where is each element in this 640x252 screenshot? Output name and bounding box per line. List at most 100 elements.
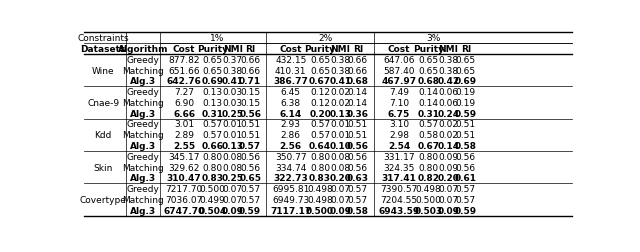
Text: 0.66: 0.66 [202, 141, 223, 150]
Text: 0.498: 0.498 [307, 195, 333, 204]
Text: 386.77: 386.77 [273, 77, 308, 86]
Text: 0.57: 0.57 [202, 120, 223, 129]
Text: 2.54: 2.54 [388, 141, 410, 150]
Text: Alg.3: Alg.3 [130, 141, 156, 150]
Text: 0.57: 0.57 [418, 120, 438, 129]
Text: 0.15: 0.15 [240, 88, 260, 97]
Text: 0.38: 0.38 [438, 66, 459, 75]
Text: 0.65: 0.65 [202, 66, 223, 75]
Text: 0.07: 0.07 [223, 184, 243, 193]
Text: Matching: Matching [122, 99, 164, 107]
Text: 6.38: 6.38 [281, 99, 301, 107]
Text: 0.08: 0.08 [223, 152, 243, 161]
Text: 0.38: 0.38 [223, 66, 243, 75]
Text: Matching: Matching [122, 66, 164, 75]
Text: 345.17: 345.17 [168, 152, 200, 161]
Text: 0.02: 0.02 [330, 99, 351, 107]
Text: 0.01: 0.01 [330, 120, 351, 129]
Text: 0.68: 0.68 [417, 77, 439, 86]
Text: 0.09: 0.09 [438, 163, 459, 172]
Text: 0.51: 0.51 [348, 120, 368, 129]
Text: 0.19: 0.19 [456, 88, 476, 97]
Text: 0.20: 0.20 [330, 174, 351, 183]
Text: 2.55: 2.55 [173, 141, 195, 150]
Text: 877.82: 877.82 [168, 55, 200, 65]
Text: 0.57: 0.57 [456, 184, 476, 193]
Text: 0.07: 0.07 [330, 184, 351, 193]
Text: 0.499: 0.499 [200, 195, 225, 204]
Text: 7036.07: 7036.07 [166, 195, 203, 204]
Text: 0.69: 0.69 [455, 77, 477, 86]
Text: 2.56: 2.56 [280, 141, 302, 150]
Text: NMI: NMI [438, 45, 458, 54]
Text: 0.41: 0.41 [221, 77, 244, 86]
Text: 3%: 3% [426, 34, 440, 43]
Text: 0.31: 0.31 [202, 109, 223, 118]
Text: 0.503: 0.503 [414, 206, 442, 215]
Text: Cost: Cost [388, 45, 410, 54]
Text: 329.62: 329.62 [168, 163, 200, 172]
Text: Alg.3: Alg.3 [130, 206, 156, 215]
Text: 6.75: 6.75 [388, 109, 410, 118]
Text: 2.89: 2.89 [174, 131, 194, 140]
Text: 0.64: 0.64 [309, 141, 331, 150]
Text: Constraints: Constraints [77, 34, 129, 43]
Text: 0.66: 0.66 [348, 55, 368, 65]
Text: 0.59: 0.59 [455, 109, 477, 118]
Text: 0.57: 0.57 [348, 195, 368, 204]
Text: 0.57: 0.57 [310, 120, 330, 129]
Text: 0.14: 0.14 [348, 88, 368, 97]
Text: Matching: Matching [122, 131, 164, 140]
Text: Alg.3: Alg.3 [130, 109, 156, 118]
Text: 0.09: 0.09 [438, 152, 459, 161]
Text: 0.56: 0.56 [456, 152, 476, 161]
Text: 0.06: 0.06 [438, 99, 459, 107]
Text: 0.67: 0.67 [309, 77, 331, 86]
Text: 0.57: 0.57 [456, 195, 476, 204]
Text: 0.09: 0.09 [222, 206, 244, 215]
Text: NMI: NMI [330, 45, 351, 54]
Text: Cnae-9: Cnae-9 [87, 99, 120, 107]
Text: 2.98: 2.98 [389, 131, 409, 140]
Text: 0.66: 0.66 [348, 66, 368, 75]
Text: 0.500: 0.500 [200, 184, 225, 193]
Text: Greedy: Greedy [127, 120, 159, 129]
Text: 647.06: 647.06 [383, 55, 415, 65]
Text: Cost: Cost [173, 45, 195, 54]
Text: 0.57: 0.57 [240, 195, 260, 204]
Text: 0.07: 0.07 [438, 195, 459, 204]
Text: 0.66: 0.66 [240, 66, 260, 75]
Text: 0.80: 0.80 [202, 163, 223, 172]
Text: Greedy: Greedy [127, 55, 159, 65]
Text: 3.01: 3.01 [174, 120, 194, 129]
Text: 0.65: 0.65 [239, 174, 261, 183]
Text: 0.65: 0.65 [456, 55, 476, 65]
Text: 322.73: 322.73 [273, 174, 308, 183]
Text: 0.82: 0.82 [417, 174, 439, 183]
Text: 410.31: 410.31 [275, 66, 307, 75]
Text: 0.51: 0.51 [456, 120, 476, 129]
Text: 0.10: 0.10 [330, 141, 351, 150]
Text: 0.12: 0.12 [310, 99, 330, 107]
Text: 324.35: 324.35 [383, 163, 415, 172]
Text: 6.90: 6.90 [174, 99, 194, 107]
Text: 0.13: 0.13 [202, 88, 223, 97]
Text: 0.14: 0.14 [418, 99, 438, 107]
Text: 0.51: 0.51 [456, 131, 476, 140]
Text: 0.12: 0.12 [310, 88, 330, 97]
Text: 6.66: 6.66 [173, 109, 195, 118]
Text: 0.51: 0.51 [240, 131, 260, 140]
Text: 7.27: 7.27 [174, 88, 194, 97]
Text: 0.56: 0.56 [239, 109, 261, 118]
Text: 0.20: 0.20 [309, 109, 331, 118]
Text: Algorithm: Algorithm [118, 45, 168, 54]
Text: 0.07: 0.07 [438, 184, 459, 193]
Text: 0.57: 0.57 [239, 141, 261, 150]
Text: 1%: 1% [210, 34, 225, 43]
Text: 432.15: 432.15 [275, 55, 307, 65]
Text: 0.38: 0.38 [438, 55, 459, 65]
Text: Datasets: Datasets [81, 45, 126, 54]
Text: 6.45: 6.45 [281, 88, 301, 97]
Text: 2.86: 2.86 [281, 131, 301, 140]
Text: 0.80: 0.80 [202, 152, 223, 161]
